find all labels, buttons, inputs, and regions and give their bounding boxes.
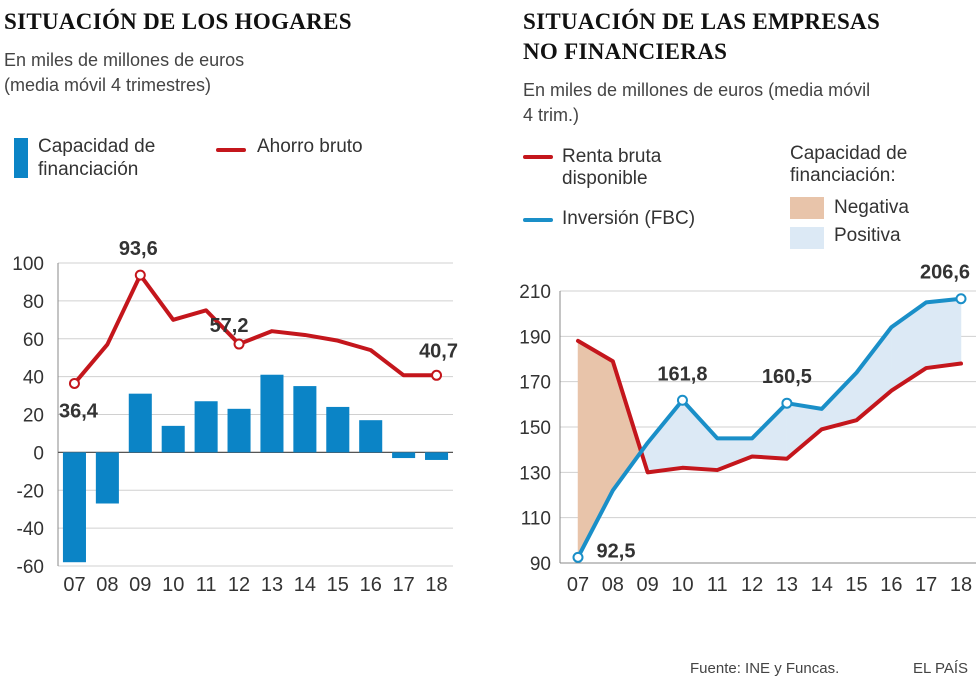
left-x-tick-label: 07	[63, 574, 85, 596]
right-inversion-value-label: 160,5	[762, 366, 812, 388]
left-bar-capacidad	[128, 393, 152, 453]
right-x-tick-label: 13	[776, 574, 798, 596]
left-x-tick-label: 15	[327, 574, 349, 596]
right-x-tick-label: 08	[602, 574, 624, 596]
right-x-tick-label: 14	[811, 574, 833, 596]
left-y-tick-label: 0	[33, 443, 44, 464]
left-y-tick-label: -40	[17, 519, 44, 540]
right-y-tick-label: 130	[519, 463, 551, 484]
left-ahorro-marker	[134, 269, 146, 281]
left-bar-capacidad	[95, 452, 119, 504]
legend-capacidad-label-2: financiación:	[790, 165, 896, 186]
right-inversion-value-label: 92,5	[597, 540, 636, 562]
right-area-positiva	[786, 402, 822, 460]
left-ahorro-marker	[68, 377, 80, 389]
left-y-tick-label: 100	[12, 254, 44, 275]
legend-renta-label-2: disponible	[562, 168, 648, 189]
left-bar-capacidad	[293, 386, 317, 453]
left-bar-capacidad	[161, 425, 185, 453]
left-x-tick-label: 11	[196, 574, 217, 596]
left-bar-capacidad	[227, 408, 251, 453]
left-bar-capacidad	[326, 406, 350, 453]
legend-capacidad-label-1: Capacidad de	[790, 143, 908, 164]
left-ahorro-marker	[431, 369, 443, 381]
legend-renta-swatch	[523, 155, 553, 159]
left-y-tick-label: 20	[23, 406, 44, 427]
left-x-tick-label: 16	[360, 574, 382, 596]
right-subtitle-line-2: 4 trim.)	[523, 105, 579, 125]
right-y-tick-label: 150	[519, 418, 551, 439]
left-bar-capacidad	[392, 452, 416, 459]
legend-negativa-label: Negativa	[834, 197, 909, 218]
right-y-tick-label: 90	[530, 554, 551, 575]
left-x-tick-label: 12	[228, 574, 250, 596]
right-inversion-marker	[676, 394, 688, 406]
legend-bar-swatch	[14, 138, 28, 178]
legend-negativa-swatch	[790, 197, 824, 219]
left-x-tick-label: 13	[261, 574, 283, 596]
legend-positiva-swatch	[790, 227, 824, 249]
left-x-tick-label: 10	[162, 574, 184, 596]
left-x-tick-label: 09	[129, 574, 151, 596]
left-y-tick-label: 40	[23, 368, 44, 389]
left-ahorro-marker	[233, 338, 245, 350]
right-y-tick-label: 210	[519, 282, 551, 303]
right-x-tick-label: 07	[567, 574, 589, 596]
right-x-tick-label: 15	[845, 574, 867, 596]
left-bar-capacidad	[359, 420, 383, 453]
left-y-tick-label: -60	[17, 557, 44, 578]
legend-ahorro-swatch	[216, 148, 246, 152]
left-ahorro-value-label: 93,6	[119, 238, 158, 260]
right-chart-title-line-2: NO FINANCIERAS	[523, 39, 728, 64]
right-y-tick-label: 170	[519, 373, 551, 394]
left-y-tick-label: 60	[23, 330, 44, 351]
left-bar-capacidad	[62, 452, 86, 563]
left-y-tick-label: -20	[17, 481, 44, 502]
left-y-tick-label: 80	[23, 292, 44, 313]
right-inversion-marker	[572, 551, 584, 563]
left-ahorro-value-label: 36,4	[59, 400, 99, 422]
right-x-tick-label: 12	[741, 574, 763, 596]
right-x-tick-label: 10	[671, 574, 693, 596]
right-x-tick-label: 16	[880, 574, 902, 596]
right-line-inversion	[576, 296, 963, 560]
right-area-positiva	[925, 298, 962, 369]
footer-source: Fuente: INE y Funcas.	[690, 660, 840, 677]
legend-inversion-label: Inversión (FBC)	[562, 208, 696, 229]
legend-positiva-label: Positiva	[834, 225, 901, 246]
right-chart-title-line-1: SITUACIÓN DE LAS EMPRESAS	[523, 9, 881, 34]
left-subtitle-line-2: (media móvil 4 trimestres)	[4, 75, 212, 95]
left-ahorro-value-label: 40,7	[419, 340, 458, 362]
legend-bar-label-1: Capacidad de	[38, 136, 156, 157]
left-chart-title: SITUACIÓN DE LOS HOGARES	[4, 9, 352, 34]
left-ahorro-value-label: 57,2	[210, 315, 249, 337]
left-bar-capacidad	[194, 401, 218, 453]
left-bar-capacidad	[260, 374, 284, 453]
left-x-tick-label: 14	[294, 574, 316, 596]
left-line-ahorro	[72, 273, 439, 386]
left-x-tick-label: 08	[96, 574, 118, 596]
legend-inversion-swatch	[523, 218, 553, 222]
right-x-tick-label: 11	[707, 574, 728, 596]
legend-bar-label-2: financiación	[38, 159, 139, 180]
right-subtitle-line-1: En miles de millones de euros (media móv…	[523, 80, 871, 100]
right-y-tick-label: 190	[519, 327, 551, 348]
right-inversion-value-label: 206,6	[920, 262, 970, 284]
left-x-tick-label: 18	[425, 574, 447, 596]
left-subtitle-line-1: En miles de millones de euros	[4, 50, 245, 70]
right-x-tick-label: 09	[637, 574, 659, 596]
legend-ahorro-label: Ahorro bruto	[257, 136, 363, 157]
footer-brand: EL PAÍS	[913, 660, 969, 677]
right-inversion-value-label: 161,8	[657, 363, 707, 385]
left-x-tick-label: 17	[393, 574, 415, 596]
right-y-tick-label: 110	[521, 509, 551, 530]
legend-renta-label-1: Renta bruta	[562, 146, 662, 167]
left-bar-capacidad	[425, 452, 449, 460]
right-inversion-marker	[781, 397, 793, 409]
right-x-tick-label: 18	[950, 574, 972, 596]
right-inversion-marker	[955, 293, 967, 305]
right-x-tick-label: 17	[915, 574, 937, 596]
